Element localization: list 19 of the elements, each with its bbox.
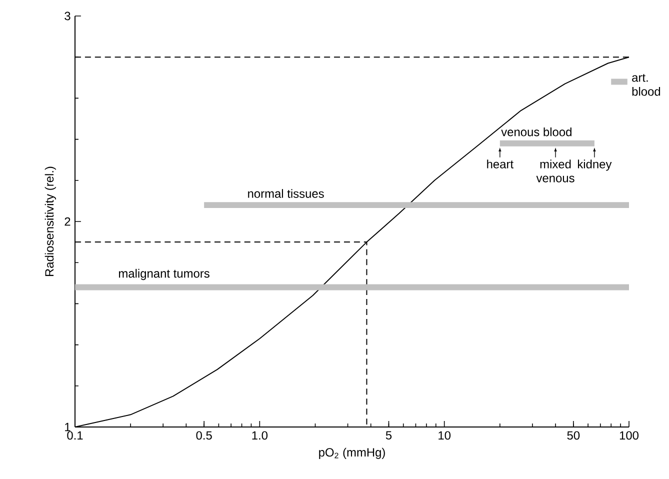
annotation: kidney (578, 160, 612, 171)
x-tick-label: 0.5 (196, 431, 212, 440)
x-tick-label: 1.0 (252, 431, 268, 440)
series-label: art. blood (632, 74, 660, 96)
x-tick-label: 10 (438, 431, 451, 440)
x-tick-label: 100 (620, 431, 639, 440)
y-tick-label: 2 (64, 217, 70, 226)
x-tick-label: 0.1 (67, 431, 83, 440)
y-tick-label: 1 (65, 422, 70, 432)
x-tick-label: 50 (567, 431, 580, 440)
x-tick-label: 5 (386, 431, 392, 440)
series-label: normal tissues (248, 189, 324, 198)
annotation: heart (487, 160, 514, 168)
y-tick-label: 3 (64, 12, 70, 20)
x-axis-title: pO$_{2}$ (mmHg) (319, 448, 385, 459)
series-label: malignant tumors (118, 268, 210, 280)
y-axis-title: Radiosensitivity (rel.) (44, 166, 56, 276)
annotation: mixed venous (536, 160, 574, 182)
series-label: venous blood (501, 127, 572, 136)
